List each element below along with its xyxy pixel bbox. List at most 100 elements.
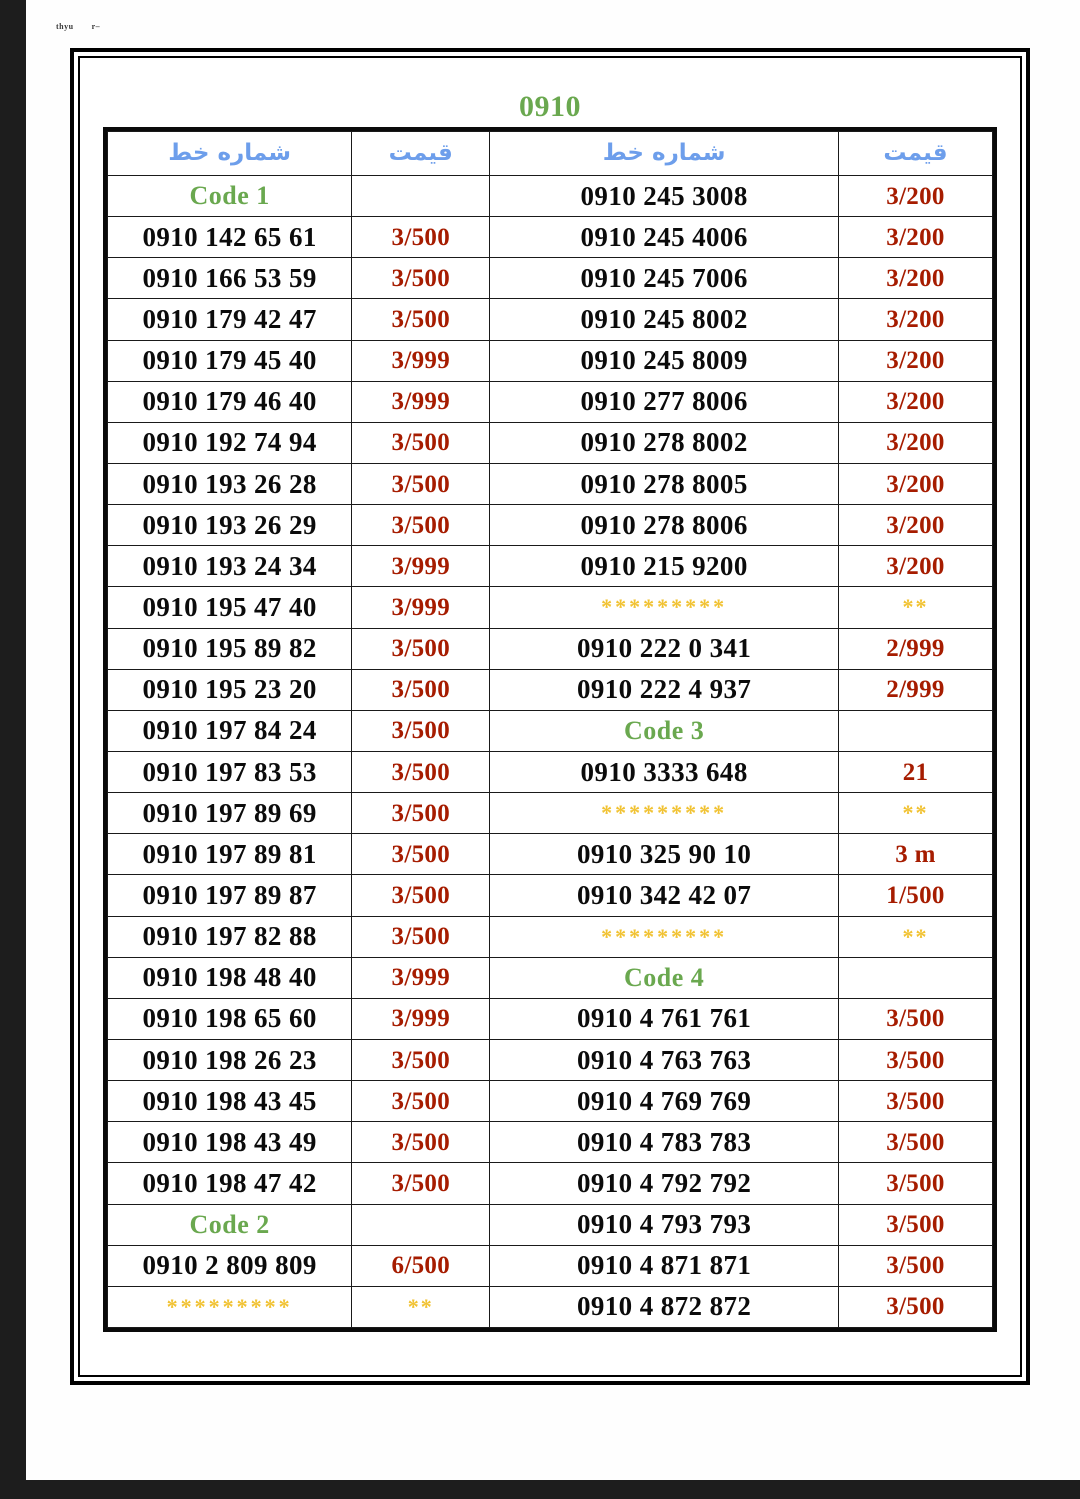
right-number-cell: 0910 215 9200: [489, 545, 839, 588]
table-row: 0910 198 65 60 3/999 0910 4 761 761 3/500: [106, 997, 994, 1040]
left-price-cell: 3/500: [351, 1080, 491, 1123]
right-number-cell: Code 4: [489, 956, 839, 999]
table-row: 0910 198 47 42 3/500 0910 4 792 792 3/500: [106, 1162, 994, 1205]
right-number-cell: 0910 245 3008: [489, 174, 839, 218]
left-number-cell: 0910 198 48 40: [106, 956, 353, 999]
left-price-cell: 3/500: [351, 627, 491, 670]
table-row: 0910 197 89 87 3/500 0910 342 42 07 1/500: [106, 874, 994, 917]
right-number-cell: 0910 342 42 07: [489, 874, 839, 917]
table-row: 0910 179 46 40 3/999 0910 277 8006 3/200: [106, 380, 994, 423]
right-number-cell: 0910 222 0 341: [489, 627, 839, 670]
right-number-cell: *********: [489, 915, 839, 958]
table-row: 0910 192 74 94 3/500 0910 278 8002 3/200: [106, 421, 994, 464]
left-number-cell: 0910 197 89 81: [106, 833, 353, 876]
table-row: 0910 179 45 40 3/999 0910 245 8009 3/200: [106, 339, 994, 382]
left-price-cell: 3/500: [351, 709, 491, 752]
left-price-cell: 3/500: [351, 792, 491, 835]
right-price-cell: 3/200: [837, 257, 994, 300]
left-number-cell: 0910 197 84 24: [106, 709, 353, 752]
left-price-cell: 3/500: [351, 216, 491, 259]
table-row: 0910 179 42 47 3/500 0910 245 8002 3/200: [106, 298, 994, 341]
right-price-cell: 2/999: [837, 668, 994, 711]
left-price-cell: 3/500: [351, 915, 491, 958]
corner-annotation: thyu r–: [56, 22, 100, 31]
table-row: 0910 197 82 88 3/500 ********* **: [106, 915, 994, 958]
table-row: 0910 193 26 29 3/500 0910 278 8006 3/200: [106, 504, 994, 547]
right-price-cell: 3/500: [837, 1121, 994, 1164]
price-table: شماره خط قیمت شماره خط قیمت Code 1 0910 2…: [106, 131, 994, 1329]
table-row: 0910 198 43 49 3/500 0910 4 783 783 3/500: [106, 1121, 994, 1164]
right-price-cell: **: [837, 915, 994, 958]
page-title: 0910: [519, 90, 581, 123]
right-number-cell: *********: [489, 586, 839, 629]
table-row: 0910 198 43 45 3/500 0910 4 769 769 3/500: [106, 1080, 994, 1123]
table-row: 0910 195 89 82 3/500 0910 222 0 341 2/999: [106, 627, 994, 670]
right-number-cell: 0910 4 793 793: [489, 1203, 839, 1246]
right-price-cell: 3/200: [837, 298, 994, 341]
left-number-cell: 0910 179 45 40: [106, 339, 353, 382]
right-number-cell: 0910 3333 648: [489, 750, 839, 794]
right-price-cell: [837, 709, 994, 752]
left-price-cell: [351, 1203, 491, 1246]
left-price-cell: 3/500: [351, 750, 491, 794]
table-row: 0910 195 23 20 3/500 0910 222 4 937 2/999: [106, 668, 994, 711]
page-frame-inner: [78, 56, 1022, 1377]
left-number-cell: 0910 179 46 40: [106, 380, 353, 423]
left-number-cell: 0910 193 26 28: [106, 462, 353, 506]
right-price-cell: 3/200: [837, 421, 994, 464]
right-number-cell: 0910 277 8006: [489, 380, 839, 423]
left-price-cell: **: [351, 1285, 491, 1329]
corner-note-1: thyu: [56, 22, 74, 31]
left-price-cell: [351, 174, 491, 218]
right-number-cell: *********: [489, 792, 839, 835]
left-price-cell: 3/500: [351, 668, 491, 711]
right-number-cell: 0910 325 90 10: [489, 833, 839, 876]
left-number-cell: 0910 197 89 69: [106, 792, 353, 835]
right-price-cell: 3 m: [837, 833, 994, 876]
right-price-cell: 3/500: [837, 997, 994, 1040]
table-row: 0910 142 65 61 3/500 0910 245 4006 3/200: [106, 216, 994, 259]
right-number-cell: 0910 4 871 871: [489, 1244, 839, 1287]
right-number-cell: 0910 4 769 769: [489, 1080, 839, 1123]
left-price-cell: 3/500: [351, 421, 491, 464]
right-price-cell: **: [837, 586, 994, 629]
right-number-cell: 0910 245 8002: [489, 298, 839, 341]
left-number-cell: 0910 142 65 61: [106, 216, 353, 259]
left-number-cell: 0910 195 89 82: [106, 627, 353, 670]
left-number-cell: 0910 198 47 42: [106, 1162, 353, 1205]
right-price-cell: 3/500: [837, 1038, 994, 1082]
left-number-cell: 0910 198 43 45: [106, 1080, 353, 1123]
right-price-cell: 3/200: [837, 545, 994, 588]
table-row: 0910 193 26 28 3/500 0910 278 8005 3/200: [106, 462, 994, 506]
table-row: 0910 198 26 23 3/500 0910 4 763 763 3/500: [106, 1038, 994, 1082]
left-price-cell: 3/500: [351, 257, 491, 300]
right-number-cell: 0910 4 761 761: [489, 997, 839, 1040]
left-number-cell: 0910 2 809 809: [106, 1244, 353, 1287]
corner-note-2: r–: [91, 22, 101, 31]
left-price-cell: 3/500: [351, 1162, 491, 1205]
table-row: 0910 197 83 53 3/500 0910 3333 648 21: [106, 750, 994, 794]
table-row: 0910 198 48 40 3/999 Code 4: [106, 956, 994, 999]
left-number-cell: Code 1: [106, 174, 353, 218]
left-number-cell: 0910 179 42 47: [106, 298, 353, 341]
paper-sheet: thyu r– 0910 شماره خط قیمت شماره خط قیمت …: [26, 0, 1080, 1480]
right-number-cell: 0910 278 8005: [489, 462, 839, 506]
left-number-cell: 0910 198 26 23: [106, 1038, 353, 1082]
right-number-cell: 0910 245 8009: [489, 339, 839, 382]
left-price-cell: 3/999: [351, 956, 491, 999]
table-row: 0910 2 809 809 6/500 0910 4 871 871 3/500: [106, 1244, 994, 1287]
column-header-price-left: قیمت: [351, 131, 491, 176]
table-row: ********* ** 0910 4 872 872 3/500: [106, 1285, 994, 1329]
table-row: Code 1 0910 245 3008 3/200: [106, 174, 994, 218]
left-number-cell: *********: [106, 1285, 353, 1329]
right-price-cell: 3/200: [837, 380, 994, 423]
column-header-line-number-right: شماره خط: [489, 131, 839, 176]
left-price-cell: 3/500: [351, 833, 491, 876]
left-number-cell: 0910 198 65 60: [106, 997, 353, 1040]
left-number-cell: 0910 198 43 49: [106, 1121, 353, 1164]
right-number-cell: 0910 245 4006: [489, 216, 839, 259]
left-number-cell: 0910 195 47 40: [106, 586, 353, 629]
left-price-cell: 3/500: [351, 504, 491, 547]
table-header-row: شماره خط قیمت شماره خط قیمت: [106, 131, 994, 176]
right-price-cell: [837, 956, 994, 999]
